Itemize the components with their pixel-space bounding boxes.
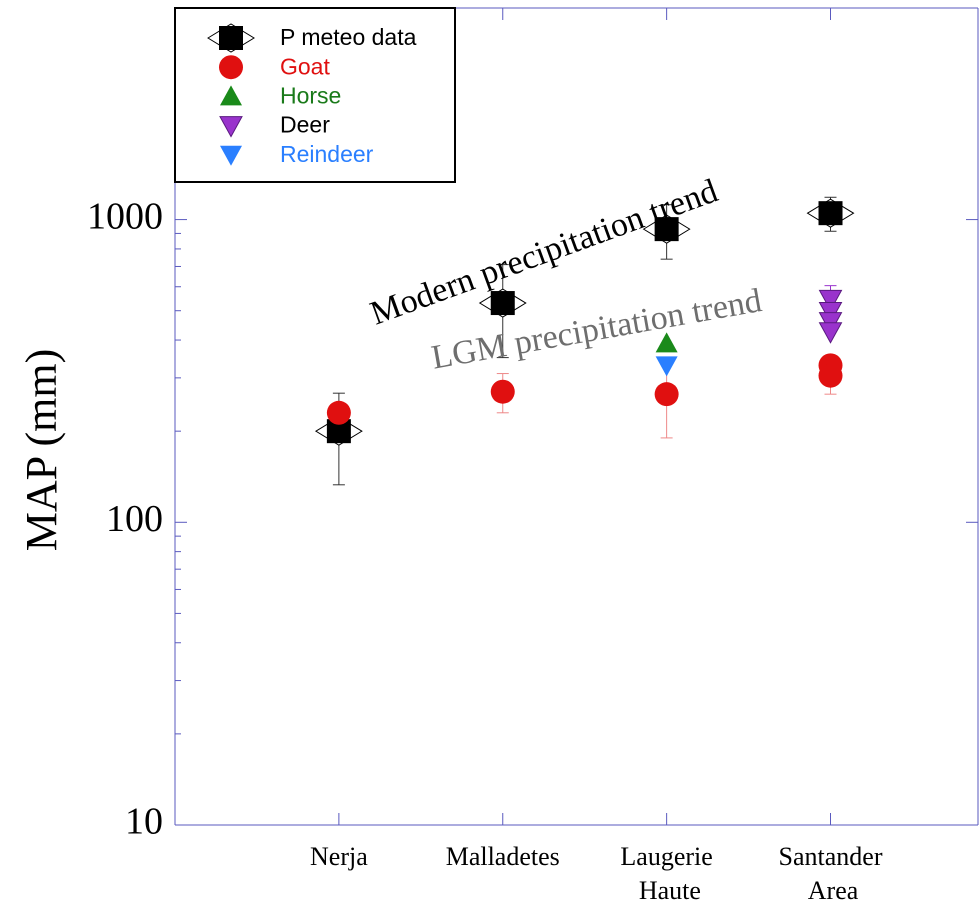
y-tick-label: 1000 — [87, 195, 163, 237]
marker-circle — [490, 379, 515, 404]
legend-label: P meteo data — [280, 24, 417, 50]
marker-down — [818, 289, 843, 312]
marker-triangle — [818, 322, 843, 344]
marker-square — [490, 291, 515, 316]
marker-down — [655, 356, 678, 377]
marker-down — [220, 145, 242, 166]
marker-circle — [818, 363, 843, 388]
marker-square — [818, 201, 843, 226]
marker-circle — [818, 363, 843, 388]
marker-square — [478, 288, 527, 318]
marker-square — [219, 26, 243, 50]
marker-triangle — [655, 332, 678, 353]
y-tick-label: 100 — [106, 498, 163, 540]
legend-label: Deer — [280, 112, 330, 138]
legend: P meteo data Goat Horse Deer Reindeer — [174, 7, 456, 183]
marker-triangle — [655, 356, 678, 377]
marker-down — [219, 116, 243, 138]
marker-up — [220, 85, 242, 106]
y-tick-label: 10 — [125, 801, 163, 843]
marker-up — [655, 332, 678, 353]
annotation: LGM precipitation trend — [429, 282, 765, 376]
marker-square — [642, 214, 691, 244]
marker-circle — [326, 400, 351, 425]
x-tick-label: Nerja — [310, 842, 368, 871]
marker-square — [806, 198, 855, 228]
marker-circle — [326, 400, 351, 425]
marker-triangle — [220, 145, 242, 166]
marker-triangle — [219, 116, 243, 138]
marker-square — [654, 217, 679, 242]
x-tick-label: Santander Area — [779, 842, 883, 905]
marker-circle — [219, 55, 243, 80]
x-tick-label: Laugerie Haute — [620, 842, 712, 905]
marker-triangle — [818, 289, 843, 312]
marker-square — [207, 23, 255, 53]
legend-label: Goat — [280, 53, 330, 79]
marker-circle — [654, 382, 679, 407]
legend-label: Horse — [280, 82, 341, 108]
legend-label: Reindeer — [280, 141, 374, 167]
marker-triangle — [220, 85, 242, 106]
x-tick-label: Malladetes — [446, 842, 560, 871]
y-axis-label: MAP (mm) — [17, 349, 66, 552]
marker-down — [818, 322, 843, 344]
marker-circle — [219, 55, 243, 80]
marker-circle — [654, 382, 679, 407]
marker-circle — [490, 379, 515, 404]
